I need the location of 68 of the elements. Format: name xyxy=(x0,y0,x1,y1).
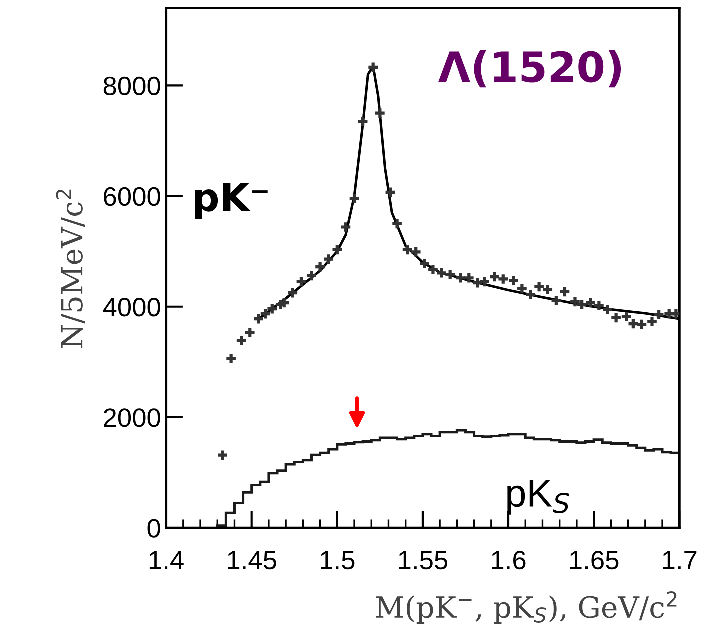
point xyxy=(622,312,632,322)
point xyxy=(446,270,455,280)
point xyxy=(473,278,482,288)
point xyxy=(268,304,278,314)
annotation: Λ(1520) xyxy=(438,50,622,88)
point xyxy=(628,319,638,329)
point xyxy=(648,317,657,326)
point xyxy=(368,62,378,72)
point xyxy=(654,310,664,320)
point xyxy=(637,320,647,330)
point xyxy=(254,314,264,324)
point xyxy=(350,194,360,204)
point xyxy=(324,254,334,264)
point xyxy=(236,336,246,346)
point xyxy=(428,265,438,274)
x-tick-label: 1.65 xyxy=(570,550,619,570)
point xyxy=(560,287,570,297)
annotation: pK$_{S}$ xyxy=(508,480,570,515)
x-tick-label: 1.6 xyxy=(492,550,526,570)
y-axis-title: N/5MeV/c$^{2}$ xyxy=(56,190,86,348)
point xyxy=(358,116,368,126)
annotation: pK⁻ xyxy=(195,182,268,220)
point xyxy=(341,222,351,232)
point xyxy=(411,247,421,257)
point xyxy=(245,328,255,338)
point xyxy=(490,272,500,282)
point xyxy=(526,290,536,300)
x-tick-label: 1.55 xyxy=(399,551,448,570)
point xyxy=(518,284,527,294)
y-tick-label: 0 xyxy=(148,519,160,538)
y-tick-label: 8000 xyxy=(104,76,160,96)
point xyxy=(288,288,298,298)
point xyxy=(594,301,604,310)
point xyxy=(316,262,325,272)
point xyxy=(570,297,580,307)
point xyxy=(543,285,553,294)
point xyxy=(296,277,306,287)
point xyxy=(508,276,518,286)
point xyxy=(392,219,402,229)
point xyxy=(420,259,430,268)
x-tick-label: 1.5 xyxy=(321,551,355,570)
x-axis-title: M(pK$^{−}$, pK$_{S}$), GeV/c$^{2}$ xyxy=(376,592,677,624)
x-tick-label: 1.7 xyxy=(663,551,697,570)
point xyxy=(307,271,316,281)
point xyxy=(437,268,446,278)
y-tick-label: 2000 xyxy=(104,408,160,428)
x-tick-label: 1.45 xyxy=(228,551,276,570)
point xyxy=(552,296,562,306)
point xyxy=(332,245,342,255)
y-tick-label: 6000 xyxy=(104,187,160,206)
y-tick-label: 4000 xyxy=(103,298,160,317)
point xyxy=(218,450,228,460)
point xyxy=(672,309,680,319)
point xyxy=(456,273,466,283)
point xyxy=(260,309,270,319)
x-tick-label: 1.4 xyxy=(150,551,184,570)
point xyxy=(480,277,490,287)
point xyxy=(226,354,236,364)
point xyxy=(534,282,544,292)
point xyxy=(586,298,596,308)
point xyxy=(612,313,621,323)
point xyxy=(603,304,612,314)
point xyxy=(498,274,508,284)
point xyxy=(464,273,474,283)
point xyxy=(577,300,587,310)
point xyxy=(386,188,396,198)
point xyxy=(376,108,385,118)
point xyxy=(402,245,412,255)
